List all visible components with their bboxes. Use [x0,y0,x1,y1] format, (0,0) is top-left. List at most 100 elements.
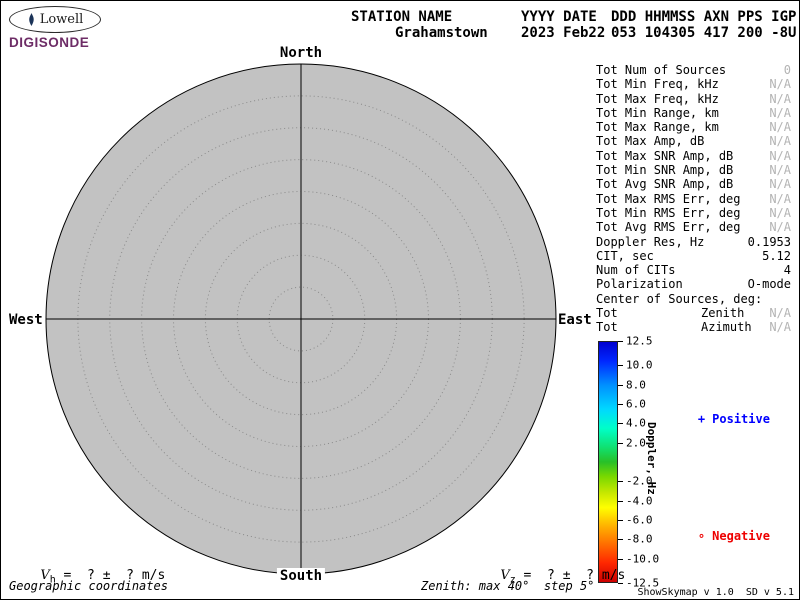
colorbar-tick-label: 4.0 [626,416,646,430]
lowell-digisonde-logo: Lowell DIGISONDE [9,6,111,50]
stat-value: N/A [769,177,791,192]
stat-row: Tot Min SNR Amp, dB N/A [596,163,791,177]
colorbar-tick [618,583,623,584]
stat-value: 4 [783,263,791,278]
stat-value: 5.12 [762,248,791,263]
stat-row: Tot Max Range, km N/A [596,120,791,134]
stat-label: Tot Min RMS Err, deg [596,205,741,220]
colorbar-tick [618,500,623,502]
legend-negative-label: Negative [712,529,770,543]
colorbar-tick-label: 12.5 [626,334,653,348]
stat-value: N/A [769,134,791,149]
stat-label: Doppler Res, Hz [596,234,705,249]
stats-panel: Tot Num of Sources 0 Tot Min Freq, kHz N… [596,63,791,335]
colorbar-tick [618,403,623,405]
codes-header: DDD HHMMSS AXN PPS IGP [611,9,797,25]
stat-value: N/A [769,148,791,163]
compass-east-label: East [558,312,592,328]
doppler-axis-label: Doppler, Hz [645,422,658,495]
colorbar-tick-label: 10.0 [626,358,653,372]
colorbar-tick-label: -6.0 [626,513,653,527]
stat-label: Tot Max Freq, kHz [596,91,719,106]
colorbar-tick-label: -10.0 [626,552,660,566]
stat-value: N/A [769,91,791,106]
colorbar-gradient [598,341,618,583]
stat-label: Num of CITs [596,263,676,278]
compass-south-label: South [276,568,326,584]
logo-brand: Lowell [39,12,84,27]
stat-value: N/A [769,320,791,335]
colorbar-tick-label: -4.0 [626,494,653,508]
stat-row: Tot Avg SNR Amp, dB N/A [596,177,791,191]
codes-value: 053 104305 417 200 -8U [611,25,797,41]
colorbar-tick-label: -12.5 [626,576,660,590]
compass-west-label: West [9,312,43,328]
logo-product: DIGISONDE [9,35,90,50]
stat-row: Tot Min RMS Err, deg N/A [596,206,791,220]
colorbar-tick [618,520,623,522]
colorbar-tick [618,423,623,425]
stat-row: Tot Min Range, km N/A [596,106,791,120]
stat-label: Tot Max Range, km [596,120,719,135]
stat-label: Polarization [596,277,683,292]
colorbar-tick-label: 6.0 [626,397,646,411]
stat-value: 0 [783,63,791,77]
stat-row: Tot Max Amp, dB N/A [596,134,791,148]
legend-positive-label: Positive [712,412,770,426]
stat-value: N/A [769,205,791,220]
stat-row: Tot Min Freq, kHz N/A [596,77,791,91]
stat-row: CIT, sec 5.12 [596,249,791,263]
doppler-colorbar: 12.5 10.0 8.0 6.0 4.0 2.0 -2.0 -4.0 -6.0 -8.0 -10.… [598,335,698,590]
stat-value: N/A [769,105,791,120]
stat-label: Tot Min SNR Amp, dB [596,163,734,178]
stat-value: N/A [769,191,791,206]
stat-value: O-mode [747,277,791,292]
stat-value: N/A [769,306,791,321]
flame-icon [28,13,34,26]
colorbar-tick-label: -8.0 [626,532,653,546]
colorbar-tick [618,442,623,444]
stat-row: Tot Max SNR Amp, dB N/A [596,149,791,163]
colorbar-tick [618,539,623,541]
header-labels-row: STATION NAME YYYY DATE DDD HHMMSS AXN PP… [351,9,796,25]
colorbar-tick [618,341,623,342]
station-name-header: STATION NAME [351,9,453,25]
vh-subscript: h [49,574,56,586]
circle-icon: ∘ [697,529,706,543]
stat-row: Polarization O-mode [596,277,791,291]
legend-negative: ∘ Negative [669,515,770,557]
stat-value: N/A [769,120,791,135]
vz-subscript: z [509,574,516,586]
vh-value: = ? ± ? m/s [55,568,166,583]
legend-positive: + Positive [669,398,770,440]
stat-row: Doppler Res, Hz 0.1953 [596,235,791,249]
stat-row: Center of Sources, deg: [596,292,791,306]
colorbar-tick [618,384,623,386]
vz-value: = ? ± ? m/s [515,568,626,583]
vz-symbol: V [500,568,510,583]
colorbar-tick-label: 8.0 [626,378,646,392]
stat-label: Tot [596,320,618,335]
colorbar-tick [618,558,623,560]
compass-north-label: North [279,45,323,61]
stat-label: Tot Avg SNR Amp, dB [596,177,734,192]
stat-label: Center of Sources, deg: [596,291,763,306]
stat-label: CIT, sec [596,248,654,263]
stat-row: Tot Max RMS Err, deg N/A [596,192,791,206]
stat-label: Tot Max RMS Err, deg [596,191,741,206]
stat-value: 0.1953 [747,234,791,249]
colorbar-tick [618,481,623,483]
date-value: 2023 Feb22 [521,25,606,41]
logo-oval: Lowell [9,6,101,33]
colorbar-tick-label: 2.0 [626,436,646,450]
stat-row: Tot Avg RMS Err, deg N/A [596,220,791,234]
stat-label: Tot Avg RMS Err, deg [596,220,741,235]
stat-value: N/A [769,163,791,178]
plus-icon: + [697,412,706,426]
stat-label: Tot Min Freq, kHz [596,77,719,92]
stat-label: Tot Max SNR Amp, dB [596,148,734,163]
stat-row: Tot Azimuth N/A [596,320,791,334]
stat-label: Tot Min Range, km [596,105,719,120]
stat-value: N/A [769,77,791,92]
